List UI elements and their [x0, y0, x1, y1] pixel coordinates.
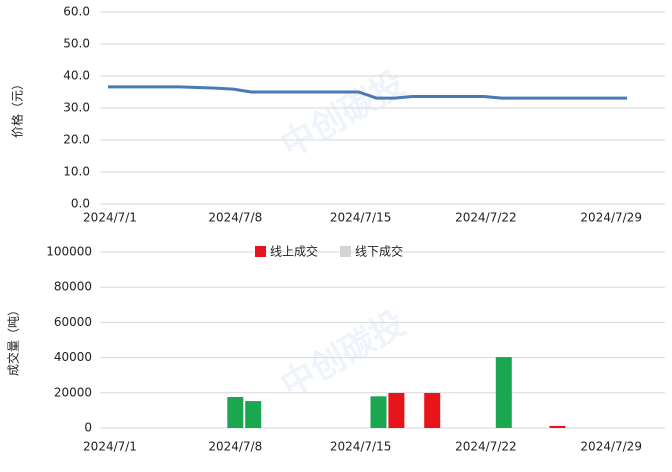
x-tick-label: 2024/7/8 [208, 440, 262, 454]
x-tick-label: 2024/7/22 [455, 211, 517, 225]
bar [245, 401, 262, 428]
y-axis-title: 成交量（吨） [6, 304, 21, 376]
watermark: 中创碳投 [274, 303, 412, 406]
y-tick-label: 50.0 [63, 37, 90, 51]
x-tick-label: 2024/7/15 [330, 211, 392, 225]
x-tick-label: 2024/7/15 [330, 440, 392, 454]
bar [549, 425, 566, 428]
y-tick-label: 20000 [54, 385, 92, 399]
legend-label: 线上成交 [270, 244, 318, 259]
x-tick-label: 2024/7/1 [83, 211, 137, 225]
y-axis-title: 价格（元） [10, 78, 25, 138]
y-tick-label: 10.0 [63, 165, 90, 179]
y-tick-label: 60000 [54, 315, 92, 329]
line-series [108, 85, 628, 100]
y-tick-label: 0 [84, 421, 92, 435]
x-tick-label: 2024/7/29 [580, 440, 642, 454]
bar [495, 357, 512, 428]
y-tick-label: 0.0 [71, 197, 90, 211]
y-tick-label: 40.0 [63, 69, 90, 83]
x-tick-label: 2024/7/8 [208, 211, 262, 225]
y-tick-label: 30.0 [63, 101, 90, 115]
bar [370, 396, 387, 428]
legend-swatch [255, 246, 266, 257]
y-tick-label: 20.0 [63, 133, 90, 147]
x-tick-label: 2024/7/29 [580, 211, 642, 225]
watermark: 中创碳投 [274, 63, 412, 166]
y-tick-label: 60.0 [63, 5, 90, 19]
bar [227, 397, 244, 428]
bar [388, 392, 405, 428]
x-tick-label: 2024/7/22 [455, 440, 517, 454]
bar [424, 392, 441, 428]
legend-swatch [340, 246, 351, 257]
y-tick-label: 100000 [46, 245, 92, 259]
y-tick-label: 80000 [54, 280, 92, 294]
legend-label: 线下成交 [355, 244, 403, 259]
x-tick-label: 2024/7/1 [83, 440, 137, 454]
y-tick-label: 40000 [54, 350, 92, 364]
